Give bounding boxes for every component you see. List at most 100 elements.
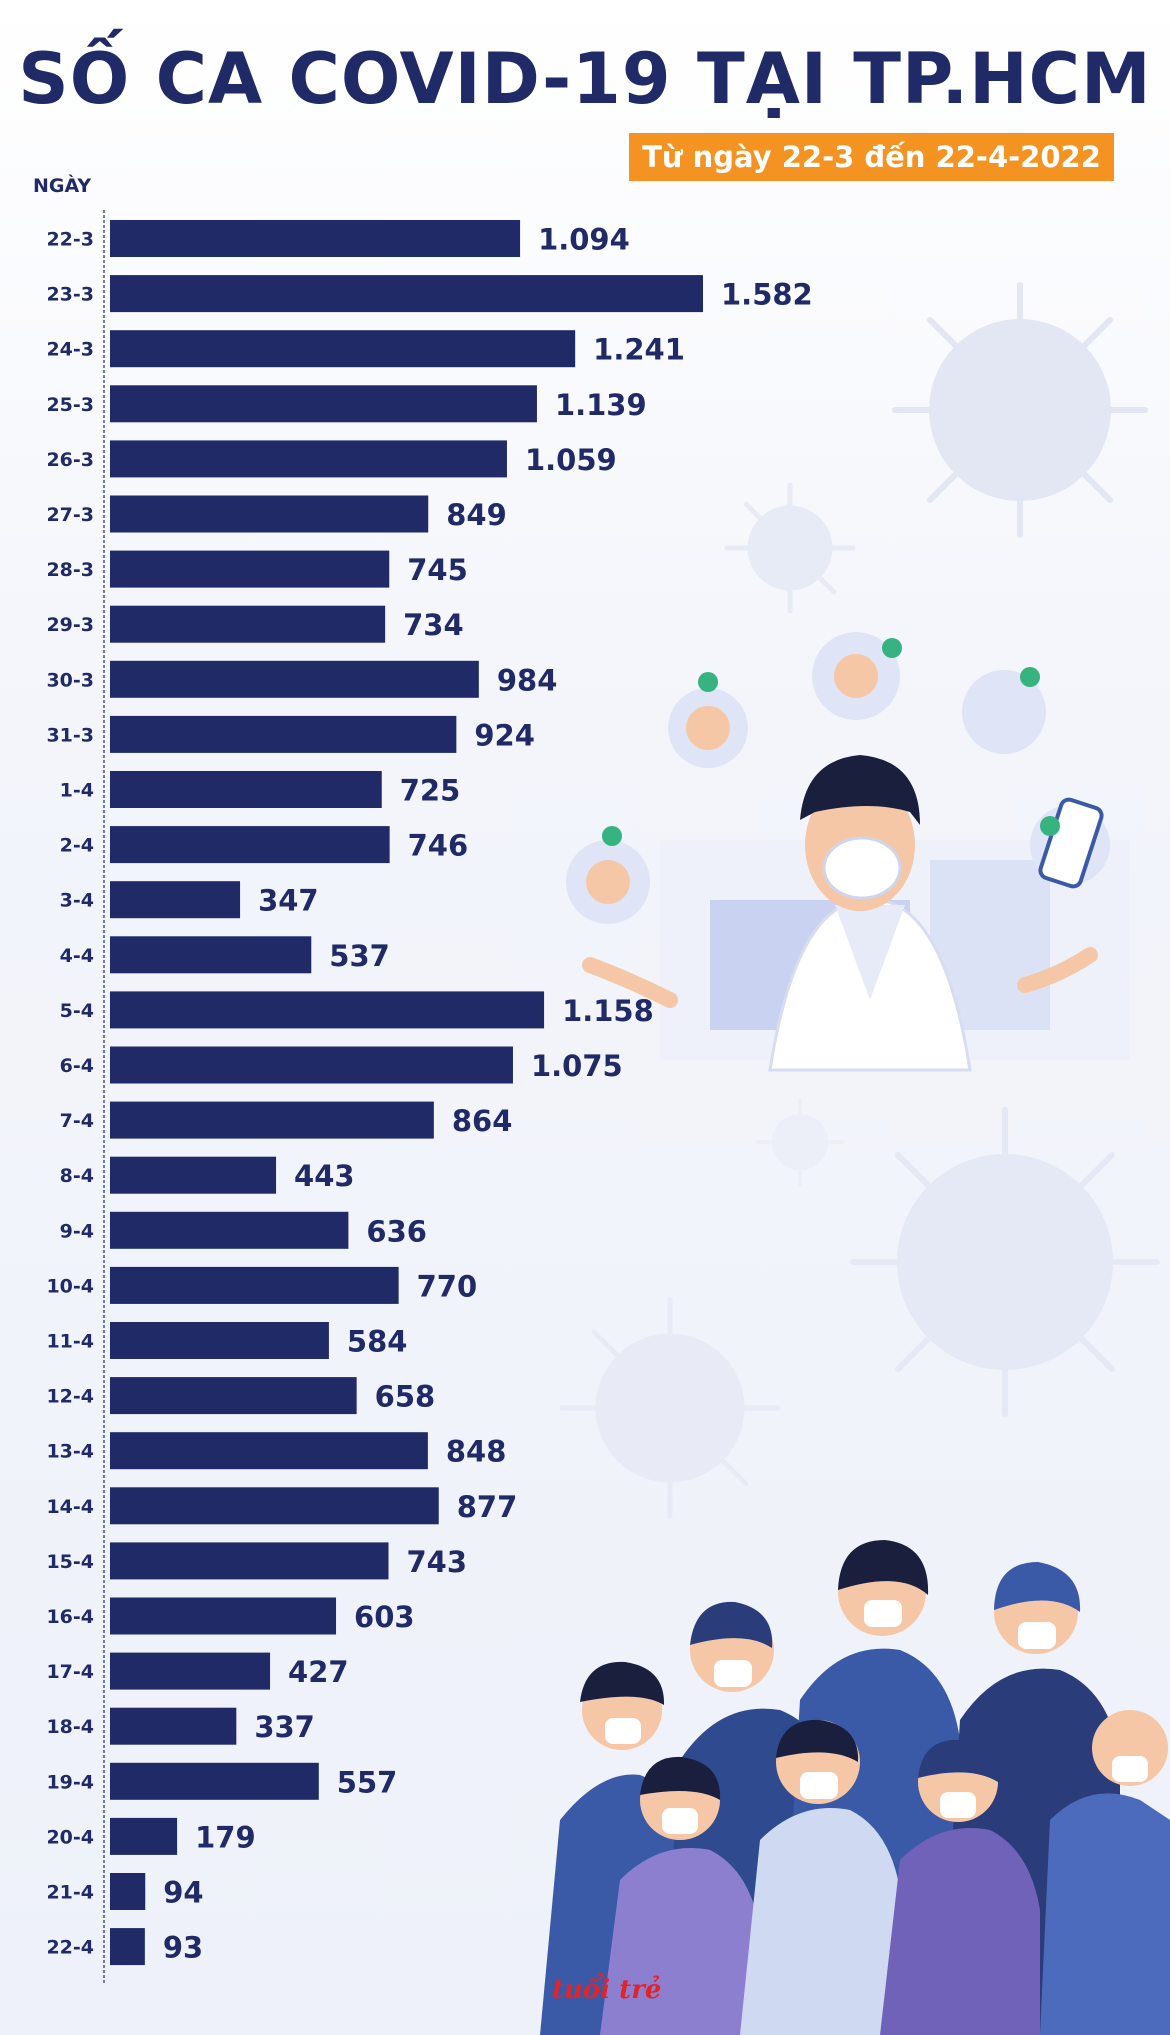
- bar-2-4: [110, 826, 390, 864]
- value-label: 603: [354, 1600, 415, 1634]
- value-label: 848: [446, 1435, 507, 1469]
- value-label: 746: [408, 829, 469, 863]
- axis-title: NGÀY: [33, 174, 91, 197]
- day-label: 2-4: [60, 835, 94, 857]
- value-label: 924: [474, 718, 535, 752]
- day-label: 4-4: [60, 945, 94, 967]
- doctor-illustration: [566, 632, 1130, 1072]
- day-label: 25-3: [46, 394, 94, 416]
- bar-16-4: [110, 1597, 337, 1635]
- virus-icon: [850, 1107, 1160, 1417]
- value-label: 1.158: [562, 994, 654, 1028]
- day-label: 18-4: [46, 1716, 94, 1738]
- value-label: 745: [407, 553, 468, 587]
- day-label: 6-4: [60, 1055, 94, 1077]
- bar-20-4: [110, 1817, 178, 1855]
- bar-6-4: [110, 1046, 513, 1084]
- value-label: 1.241: [593, 333, 685, 367]
- bar-25-3: [110, 385, 537, 423]
- virus-icon: [756, 1098, 844, 1186]
- bar-4-4: [110, 936, 312, 974]
- day-label: 11-4: [46, 1331, 94, 1353]
- bar-23-3: [110, 275, 703, 313]
- value-label: 743: [407, 1545, 468, 1579]
- virus-icon: [724, 482, 856, 614]
- bar-9-4: [110, 1211, 349, 1249]
- day-label: 24-3: [46, 339, 94, 361]
- value-label: 1.582: [721, 278, 813, 312]
- value-label: 443: [294, 1159, 355, 1193]
- bar-14-4: [110, 1487, 439, 1525]
- bar-19-4: [110, 1762, 319, 1800]
- bar-11-4: [110, 1322, 329, 1359]
- bar-8-4: [110, 1156, 277, 1194]
- bar-22-3: [110, 220, 521, 257]
- value-label: 1.094: [538, 223, 630, 257]
- value-label: 94: [163, 1876, 203, 1910]
- virus-icon: [892, 282, 1148, 538]
- bar-31-3: [110, 715, 457, 753]
- value-label: 337: [254, 1710, 315, 1744]
- bar-15-4: [110, 1542, 389, 1580]
- day-label: 10-4: [46, 1275, 94, 1297]
- value-label: 734: [403, 608, 464, 642]
- value-label: 427: [288, 1655, 349, 1689]
- day-label: 27-3: [46, 504, 94, 526]
- value-label: 1.059: [525, 443, 617, 477]
- day-label: 7-4: [60, 1110, 94, 1132]
- day-label: 12-4: [46, 1386, 94, 1408]
- day-label: 19-4: [46, 1771, 94, 1793]
- day-label: 28-3: [46, 559, 94, 581]
- value-label: 1.075: [531, 1049, 623, 1083]
- day-label: 21-4: [46, 1882, 94, 1904]
- day-label: 15-4: [46, 1551, 94, 1573]
- value-label: 984: [497, 663, 558, 697]
- day-label: 14-4: [46, 1496, 94, 1518]
- bar-10-4: [110, 1266, 399, 1304]
- tuoi-tre-logo: tuổi trẻ: [552, 1975, 662, 2005]
- bar-12-4: [110, 1377, 357, 1415]
- bar-27-3: [110, 495, 429, 533]
- bar-24-3: [110, 330, 576, 368]
- value-label: 658: [375, 1380, 436, 1414]
- day-label: 29-3: [46, 614, 94, 636]
- value-label: 864: [452, 1104, 513, 1138]
- page-title: SỐ CA COVID-19 TẠI TP.HCM: [18, 38, 1152, 120]
- day-label: 9-4: [60, 1220, 94, 1242]
- value-label: 537: [329, 939, 390, 973]
- bars-group: 22-3 1.094 23-3 1.582 24-3 1.241 25-3 1.139 26-3…: [46, 220, 813, 1966]
- day-label: 31-3: [46, 724, 94, 746]
- value-label: 849: [446, 498, 507, 532]
- value-label: 584: [347, 1325, 408, 1359]
- day-label: 5-4: [60, 1000, 94, 1022]
- day-label: 26-3: [46, 449, 94, 471]
- bar-1-4: [110, 771, 382, 808]
- bar-13-4: [110, 1432, 428, 1470]
- bar-5-4: [110, 991, 545, 1029]
- day-label: 22-4: [46, 1937, 94, 1959]
- value-label: 770: [417, 1269, 478, 1303]
- value-label: 93: [163, 1931, 203, 1965]
- value-label: 636: [366, 1214, 427, 1248]
- value-label: 557: [337, 1765, 398, 1799]
- day-label: 13-4: [46, 1441, 94, 1463]
- bar-18-4: [110, 1707, 237, 1745]
- day-label: 16-4: [46, 1606, 94, 1628]
- bar-3-4: [110, 881, 241, 919]
- bar-17-4: [110, 1652, 271, 1690]
- day-label: 8-4: [60, 1165, 94, 1187]
- day-label: 1-4: [60, 780, 94, 802]
- bar-7-4: [110, 1101, 434, 1139]
- value-label: 1.139: [555, 388, 647, 422]
- day-label: 23-3: [46, 284, 94, 306]
- crowd-illustration: [540, 1540, 1170, 2035]
- bar-30-3: [110, 660, 479, 698]
- virus-icon: [559, 1297, 781, 1519]
- value-label: 179: [195, 1820, 256, 1854]
- bar-28-3: [110, 550, 390, 588]
- value-label: 347: [258, 884, 319, 918]
- bar-21-4: [110, 1873, 146, 1910]
- date-range-badge: Từ ngày 22-3 đến 22-4-2022: [629, 133, 1114, 181]
